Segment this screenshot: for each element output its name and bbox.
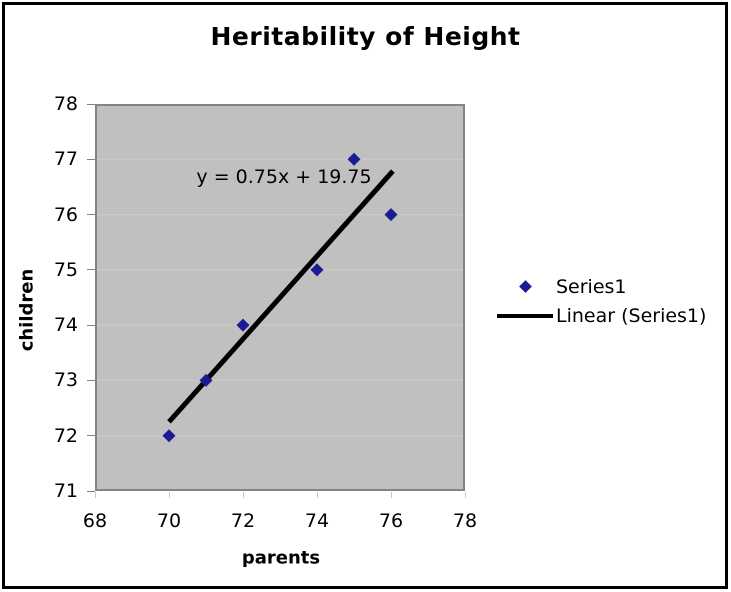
data-point-diamond <box>162 429 176 443</box>
legend-item-linear-series1: Linear (Series1) <box>497 301 706 330</box>
x-tick-label: 74 <box>304 510 330 532</box>
x-tick-label: 72 <box>230 510 256 532</box>
x-tick-mark <box>317 492 318 498</box>
y-tick-mark <box>87 324 95 326</box>
legend-label-series1: Series1 <box>556 275 627 298</box>
y-tick-mark <box>87 490 95 492</box>
chart-title: Heritability of Height <box>210 22 521 51</box>
y-tick-label: 73 <box>53 369 78 392</box>
y-tick-mark <box>87 103 95 105</box>
y-tick-label: 71 <box>53 480 78 502</box>
y-tick-mark <box>87 214 95 216</box>
y-tick-mark <box>87 435 95 437</box>
x-tick-mark <box>465 492 466 498</box>
y-tick-label: 74 <box>53 314 78 337</box>
legend-label-linear-series1: Linear (Series1) <box>556 304 707 327</box>
legend: Series1 Linear (Series1) <box>497 272 706 330</box>
x-tick-label: 78 <box>452 510 478 532</box>
x-tick-label: 70 <box>156 510 182 532</box>
plot-border <box>95 104 465 491</box>
linear-trendline-marker-icon <box>497 313 553 318</box>
data-point-diamond <box>310 263 324 277</box>
data-point-diamond <box>199 373 213 387</box>
y-tick-mark <box>87 269 95 271</box>
legend-item-series1: Series1 <box>497 272 706 301</box>
x-tick-mark <box>95 492 96 498</box>
y-tick-label: 76 <box>53 203 78 226</box>
trendline-equation-label: y = 0.75x + 19.75 <box>196 166 372 188</box>
x-tick-label: 76 <box>378 510 404 532</box>
x-tick-mark <box>169 492 170 498</box>
y-tick-mark <box>87 379 95 381</box>
y-tick-label: 78 <box>53 93 78 115</box>
plot-area <box>95 104 465 491</box>
y-tick-mark <box>87 158 95 160</box>
x-axis-title: parents <box>241 547 321 569</box>
x-tick-label: 68 <box>82 510 108 532</box>
data-point-diamond <box>384 208 398 222</box>
data-point-diamond <box>347 152 361 166</box>
y-tick-label: 72 <box>53 424 78 447</box>
y-tick-label: 75 <box>53 258 78 281</box>
series1-diamond-marker-icon <box>497 280 553 293</box>
data-point-diamond <box>236 318 250 332</box>
x-tick-mark <box>243 492 244 498</box>
x-tick-mark <box>391 492 392 498</box>
y-tick-label: 77 <box>53 148 78 171</box>
